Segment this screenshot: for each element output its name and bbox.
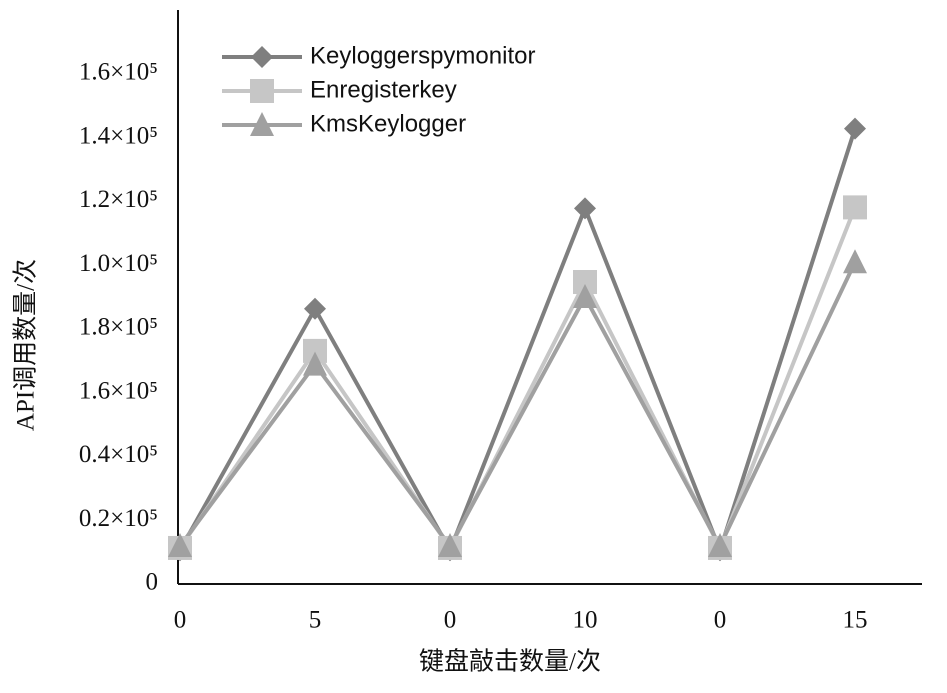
- point: [303, 351, 327, 376]
- y-tick-label: 1.6×10⁵: [79, 377, 158, 404]
- y-tick-label: 1.8×10⁵: [79, 314, 158, 341]
- point: [574, 197, 596, 220]
- y-tick-label: 1.6×10⁵: [79, 59, 158, 86]
- legend-label: KmsKeylogger: [310, 110, 466, 137]
- point: [843, 249, 867, 274]
- y-tick-label: 0.2×10⁵: [79, 505, 158, 532]
- legend-marker: [251, 46, 273, 68]
- y-axis-title: API调用数量/次: [12, 259, 40, 431]
- x-tick-label: 0: [174, 607, 187, 634]
- x-axis-title: 键盘敲击数量/次: [419, 648, 601, 676]
- point: [844, 117, 866, 140]
- y-tick-label: 1.4×10⁵: [79, 122, 158, 149]
- legend-label: Enregisterkey: [310, 76, 457, 103]
- point: [573, 284, 597, 308]
- x-tick-label: 0: [714, 607, 727, 634]
- legend-label: Keyloggerspymonitor: [310, 42, 535, 69]
- legend-marker: [250, 112, 274, 136]
- series-line: [178, 261, 857, 551]
- x-tick-label: 10: [573, 607, 598, 634]
- x-tick-label: 15: [843, 607, 868, 634]
- point: [708, 533, 732, 558]
- y-tick-label: 0.4×10⁵: [79, 441, 158, 468]
- y-tick-label: 1.2×10⁵: [79, 186, 158, 213]
- point: [304, 297, 326, 320]
- series-line: [178, 206, 857, 553]
- point: [438, 533, 462, 558]
- series-line: [178, 128, 857, 557]
- legend-marker: [250, 79, 274, 103]
- x-tick-label: 0: [444, 607, 457, 634]
- y-tick-label: 1.0×10⁵: [79, 250, 158, 277]
- x-tick-label: 5: [309, 607, 322, 634]
- y-tick-label: 0: [146, 569, 159, 596]
- point: [843, 195, 867, 220]
- point: [168, 533, 192, 558]
